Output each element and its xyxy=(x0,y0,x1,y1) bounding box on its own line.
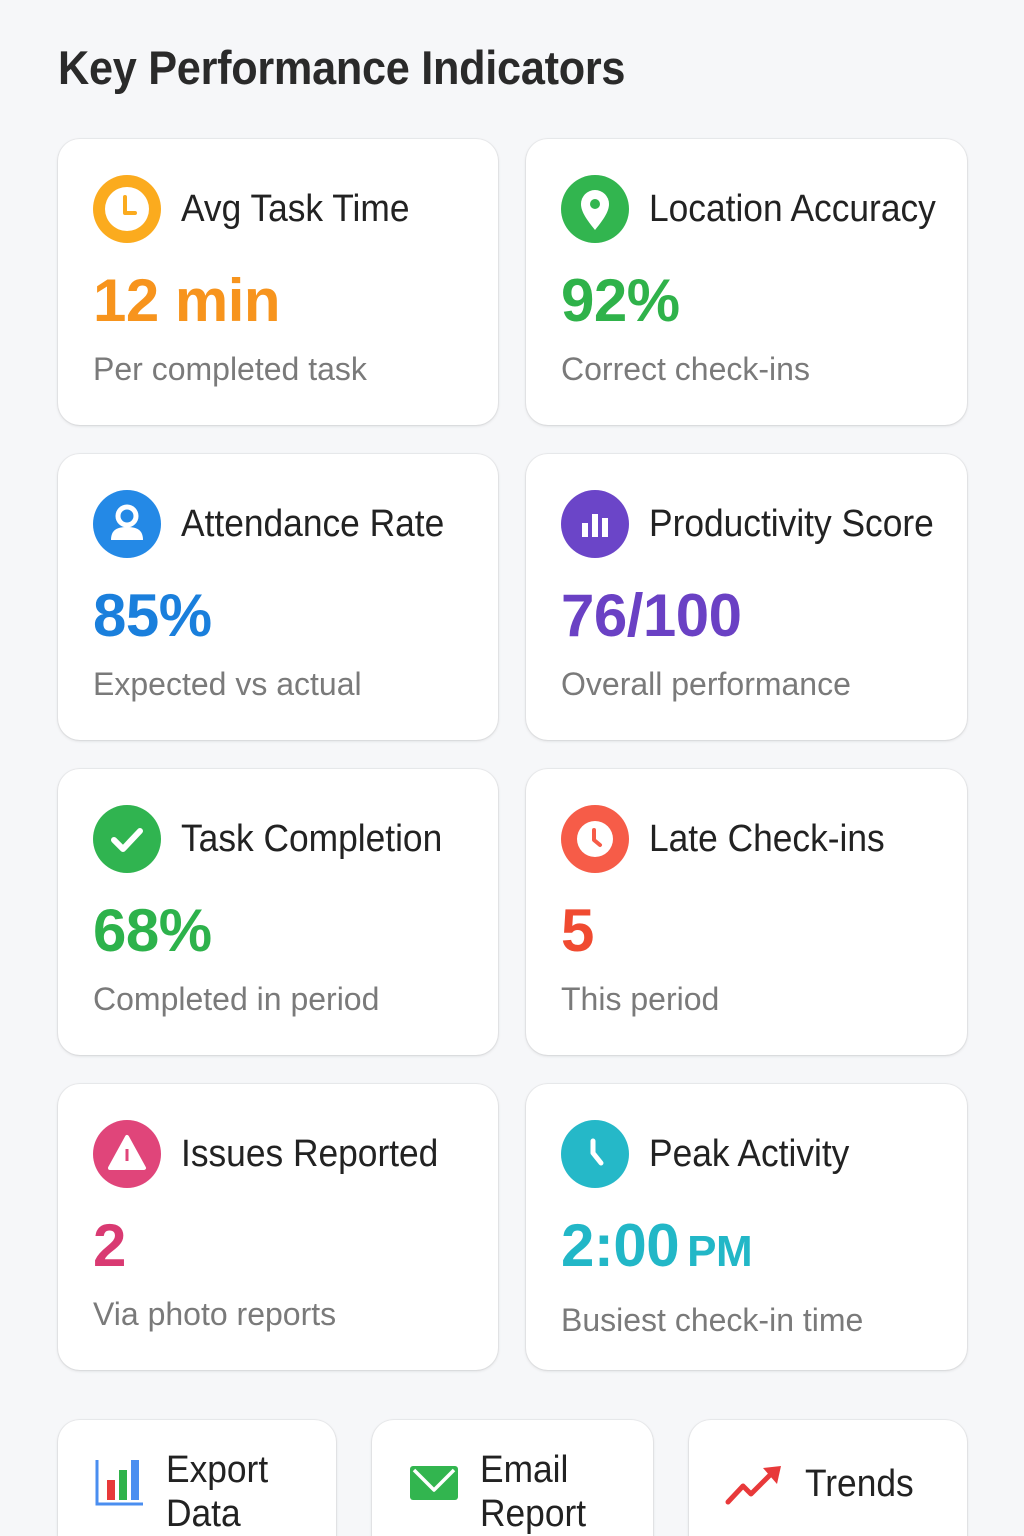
kpi-label: Task Completion xyxy=(181,817,443,860)
email-icon xyxy=(410,1466,458,1500)
action-label: Email Report xyxy=(480,1449,587,1535)
kpi-subtext: Per completed task xyxy=(93,351,367,387)
kpi-value: 68% xyxy=(93,897,212,964)
kpi-subtext: Expected vs actual xyxy=(93,666,362,702)
warning-icon xyxy=(93,1120,161,1188)
kpi-card-issues-reported[interactable]: Issues Reported 2 Via photo reports xyxy=(58,1084,498,1370)
bar-chart-icon xyxy=(95,1460,143,1506)
kpi-value: 92% xyxy=(561,267,680,334)
kpi-card-peak-activity[interactable]: Peak Activity 2:00 PM Busiest check-in ti… xyxy=(526,1084,967,1370)
action-label: Trends xyxy=(805,1463,914,1505)
kpi-label: Productivity Score xyxy=(649,502,934,545)
kpi-subtext: Via photo reports xyxy=(93,1296,337,1332)
user-icon xyxy=(93,490,161,558)
kpi-subtext: This period xyxy=(561,981,720,1017)
kpi-label: Issues Reported xyxy=(181,1132,439,1175)
kpi-value: 5 xyxy=(561,897,594,964)
kpi-subtext: Correct check-ins xyxy=(561,351,810,387)
trends-button[interactable]: Trends xyxy=(689,1420,967,1536)
kpi-subtext: Busiest check-in time xyxy=(561,1302,864,1338)
alarm-clock-icon xyxy=(561,805,629,873)
kpi-grid: Avg Task Time 12 min Per completed task … xyxy=(58,139,967,1370)
location-pin-icon xyxy=(561,175,629,243)
kpi-card-task-completion[interactable]: Task Completion 68% Completed in period xyxy=(58,769,498,1055)
check-circle-icon xyxy=(93,805,161,873)
email-report-button[interactable]: Email Report xyxy=(372,1420,653,1536)
kpi-label: Location Accuracy xyxy=(649,187,936,230)
kpi-label: Attendance Rate xyxy=(181,502,445,545)
export-data-button[interactable]: Export Data xyxy=(58,1420,336,1536)
kpi-value: 85% xyxy=(93,582,212,649)
clock-icon xyxy=(561,1120,629,1188)
kpi-subtext: Overall performance xyxy=(561,666,851,702)
kpi-subtext: Completed in period xyxy=(93,981,380,1017)
kpi-card-late-check-ins[interactable]: Late Check-ins 5 This period xyxy=(526,769,967,1055)
kpi-value-unit: PM xyxy=(687,1227,753,1276)
kpi-card-attendance-rate[interactable]: Attendance Rate 85% Expected vs actual xyxy=(58,454,498,740)
kpi-value: 12 min xyxy=(93,267,281,334)
action-bar: Export Data Email Report Trends xyxy=(58,1420,967,1536)
action-label: Export Data xyxy=(166,1449,269,1535)
kpi-label: Late Check-ins xyxy=(649,817,885,860)
trend-up-icon xyxy=(725,1466,781,1505)
kpi-label: Avg Task Time xyxy=(181,187,410,230)
kpi-card-avg-task-time[interactable]: Avg Task Time 12 min Per completed task xyxy=(58,139,498,425)
clock-icon xyxy=(93,175,161,243)
bar-chart-icon xyxy=(561,490,629,558)
kpi-card-location-accuracy[interactable]: Location Accuracy 92% Correct check-ins xyxy=(526,139,967,425)
kpi-value: 2:00 PM xyxy=(561,1214,967,1284)
kpi-value: 2 xyxy=(93,1212,126,1279)
kpi-label: Peak Activity xyxy=(649,1132,850,1175)
page-title: Key Performance Indicators xyxy=(58,41,626,94)
kpi-value: 76/100 xyxy=(561,582,742,649)
kpi-value-time: 2:00 xyxy=(561,1212,680,1279)
kpi-card-productivity-score[interactable]: Productivity Score 76/100 Overall perfor… xyxy=(526,454,967,740)
